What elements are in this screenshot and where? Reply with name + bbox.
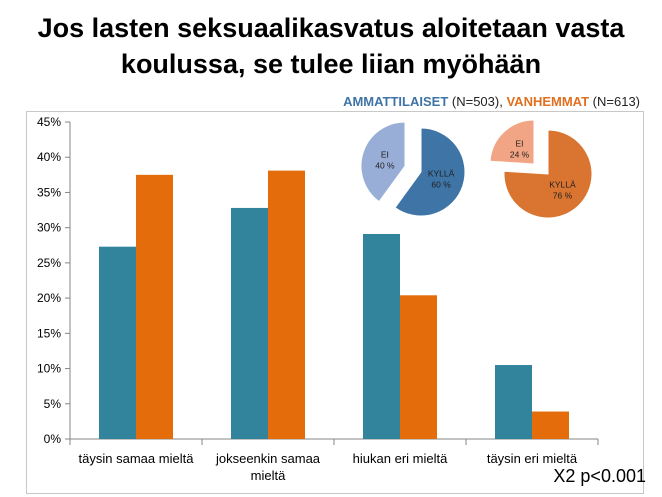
pie-vanhemmat-slice — [489, 119, 535, 165]
pie-vanhemmat-slice-value: 24 % — [510, 150, 530, 160]
x-tick-label: hiukan eri mieltä — [353, 451, 448, 466]
bar-ammattilaiset — [363, 234, 400, 439]
x-tick-label: täysin samaa mieltä — [79, 451, 195, 466]
y-tick-label: 5% — [44, 397, 62, 411]
legend-series1-label: AMMATTILAISET — [343, 94, 449, 109]
legend-series1-n: (N=503), — [451, 94, 503, 109]
significance-note: X2 p<0.001 — [553, 466, 646, 486]
bar-vanhemmat — [532, 411, 569, 439]
title-line-1: Jos lasten seksuaalikasvatus aloitetaan … — [37, 13, 625, 43]
y-tick-label: 30% — [37, 221, 61, 235]
pie-ammattilaiset-slice — [360, 121, 406, 203]
pie-vanhemmat-slice-label: KYLLÄ — [549, 179, 576, 189]
pie-ammattilaiset-slice — [394, 127, 466, 217]
legend-series2-label: VANHEMMAT — [506, 94, 590, 109]
y-tick-label: 20% — [37, 291, 61, 305]
pie-vanhemmat-slice-label: EI — [516, 139, 524, 149]
bar-ammattilaiset — [231, 207, 268, 439]
pie-ammattilaiset-slice-label: KYLLÄ — [428, 169, 455, 179]
y-tick-label: 25% — [37, 256, 61, 270]
bar-vanhemmat — [268, 170, 305, 439]
pie-ammattilaiset-slice-value: 60 % — [431, 180, 451, 190]
y-tick-label: 10% — [37, 362, 61, 376]
pie-vanhemmat-slice — [503, 129, 593, 219]
y-tick-label: 45% — [37, 115, 61, 129]
bar-ammattilaiset — [495, 365, 532, 439]
legend-series2-n: (N=613) — [592, 94, 640, 109]
x-tick-label: jokseenkin samaa — [215, 451, 321, 466]
bar-vanhemmat — [136, 174, 173, 440]
title-line-2: koulussa, se tulee liian myöhään — [120, 49, 542, 79]
chart-title: Jos lasten seksuaalikasvatus aloitetaan … — [0, 10, 662, 82]
x-tick-label: mieltä — [251, 468, 286, 483]
legend: AMMATTILAISET (N=503), VANHEMMAT (N=613) — [343, 94, 640, 109]
pie-ammattilaiset-slice-value: 40 % — [375, 160, 395, 170]
y-tick-label: 40% — [37, 150, 61, 164]
bar-ammattilaiset — [99, 246, 136, 439]
y-tick-label: 15% — [37, 326, 61, 340]
y-tick-label: 0% — [44, 432, 62, 446]
pie-ammattilaiset-slice-label: EI — [381, 149, 389, 159]
pie-vanhemmat-slice-value: 76 % — [553, 190, 573, 200]
x-tick-label: täysin eri mieltä — [487, 451, 578, 466]
y-tick-label: 35% — [37, 185, 61, 199]
bar-vanhemmat — [400, 295, 437, 439]
chart-frame — [26, 111, 644, 494]
